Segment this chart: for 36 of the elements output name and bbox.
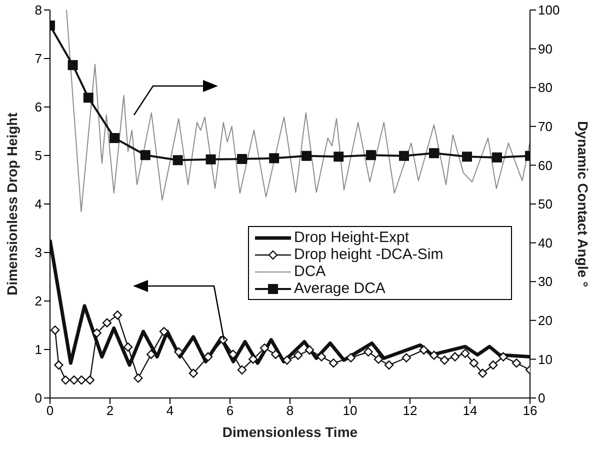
y-tick-label: 0 <box>34 390 42 406</box>
x-tick-label: 16 <box>522 403 538 418</box>
legend-label: Average DCA <box>294 280 386 297</box>
y2-tick-label: 10 <box>538 352 552 367</box>
y2-tick-label: 70 <box>538 119 552 134</box>
y2-tick-label: 50 <box>538 196 552 212</box>
x-tick-label: 2 <box>106 403 114 418</box>
x-tick-label: 0 <box>46 403 54 418</box>
y-tick-label: 2 <box>34 294 42 309</box>
y2-tick-label: 30 <box>538 274 552 290</box>
x-tick-label: 12 <box>402 403 418 418</box>
y2-axis-title: Dynamic Contact Angle ° <box>575 120 592 288</box>
x-tick-label: 6 <box>226 403 234 418</box>
y2-tick-label: 90 <box>538 41 552 56</box>
y-tick-label: 5 <box>34 148 42 164</box>
y-tick-label: 8 <box>34 2 42 18</box>
x-tick-label: 10 <box>342 403 358 418</box>
x-tick-label: 8 <box>286 403 294 418</box>
y2-tick-label: 60 <box>538 158 552 173</box>
y-tick-label: 4 <box>34 196 42 212</box>
x-axis-title: Dimensionless Time <box>222 424 358 440</box>
x-tick-label: 14 <box>462 403 478 418</box>
y2-tick-label: 0 <box>538 390 546 406</box>
y2-tick-label: 100 <box>538 2 560 18</box>
legend-label: DCA <box>294 263 326 280</box>
y-tick-label: 1 <box>34 342 42 358</box>
legend-label: Drop height -DCA-Sim <box>294 246 444 263</box>
y2-tick-label: 40 <box>538 235 552 250</box>
legend-label: Drop Height-Expt <box>294 229 410 246</box>
y-tick-label: 6 <box>34 100 42 115</box>
y2-tick-label: 80 <box>538 80 552 96</box>
y-axis-title: Dimensionless Drop Height <box>4 112 20 296</box>
y2-tick-label: 20 <box>538 313 552 328</box>
y-tick-label: 3 <box>34 245 42 260</box>
y-tick-label: 7 <box>34 51 42 66</box>
x-tick-label: 4 <box>166 403 174 418</box>
